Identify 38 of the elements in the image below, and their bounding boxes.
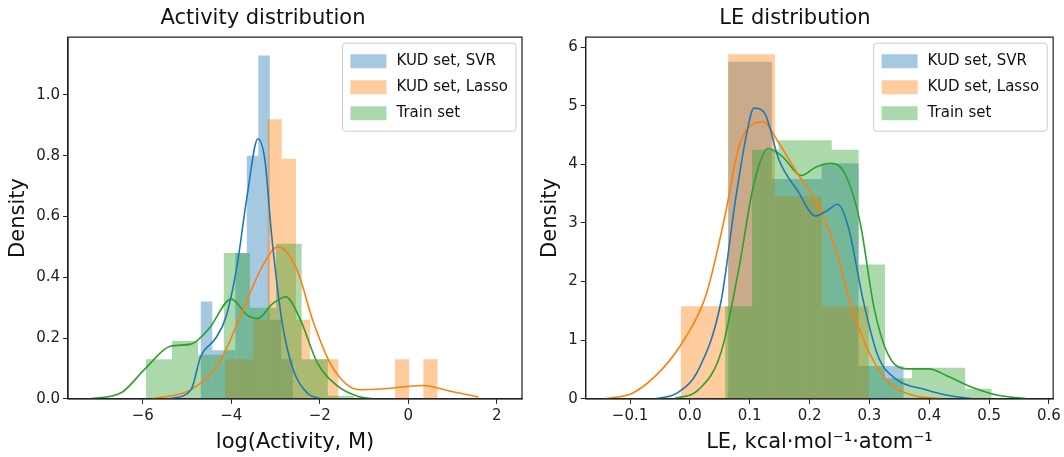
x-tick-label: 0.4 <box>917 405 942 424</box>
x-tick-label: 0 <box>403 405 414 424</box>
x-tick-label: 0.3 <box>857 405 882 424</box>
y-axis-title: Density <box>537 178 562 258</box>
legend-label: Train set <box>926 103 992 122</box>
x-tick-label: 0.1 <box>737 405 762 424</box>
x-tick-label: −2 <box>308 405 331 424</box>
legend-label: KUD set, SVR <box>927 51 1028 70</box>
y-tick-label: 1.0 <box>36 84 61 103</box>
x-tick-label: 0.0 <box>677 405 702 424</box>
legend-label: KUD set, Lasso <box>396 77 509 96</box>
x-axis-title: log(Activity, M) <box>215 428 375 453</box>
legend-label: KUD set, Lasso <box>927 77 1040 96</box>
legend-label: KUD set, SVR <box>396 51 496 70</box>
y-tick-label: 0.0 <box>36 388 61 407</box>
x-tick-label: 2 <box>492 405 502 424</box>
chart-title: LE distribution <box>719 5 871 30</box>
y-tick-label: 0.2 <box>36 327 61 346</box>
y-tick-label: 2 <box>568 271 578 290</box>
y-tick-label: 5 <box>568 95 578 114</box>
legend-label: Train set <box>395 103 461 122</box>
x-tick-label: −4 <box>220 405 243 424</box>
x-tick-label: 0.2 <box>797 405 822 424</box>
x-tick-label: −0.1 <box>611 405 649 424</box>
y-tick-label: 6 <box>568 37 578 56</box>
chart-title: Activity distribution <box>160 5 366 30</box>
y-tick-label: 4 <box>568 154 578 173</box>
y-tick-label: 0 <box>568 388 578 407</box>
y-tick-label: 0.6 <box>36 206 61 225</box>
x-tick-label: 0.5 <box>977 405 1002 424</box>
x-tick-label: −6 <box>131 405 154 424</box>
y-tick-label: 0.4 <box>36 267 61 286</box>
y-tick-label: 0.8 <box>36 145 61 164</box>
y-tick-label: 3 <box>568 212 578 231</box>
x-axis-title: LE, kcal·mol⁻¹·atom⁻¹ <box>706 428 933 453</box>
y-axis-title: Density <box>5 178 30 258</box>
y-tick-label: 1 <box>568 330 578 349</box>
x-tick-label: 0.6 <box>1037 405 1061 424</box>
